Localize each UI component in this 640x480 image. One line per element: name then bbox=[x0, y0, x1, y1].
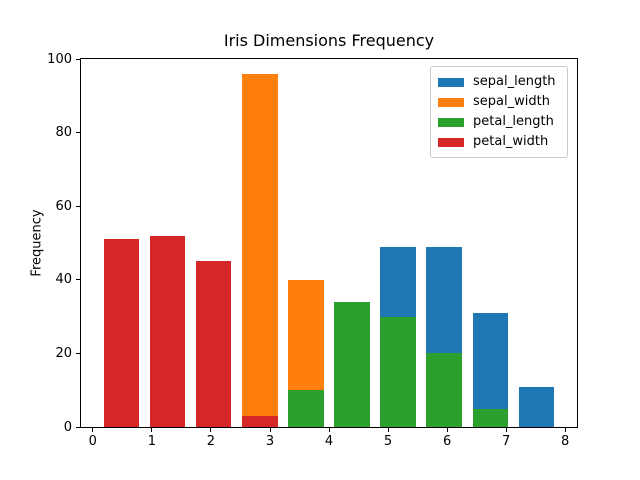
x-tick-mark bbox=[92, 428, 94, 432]
legend-swatch-icon bbox=[438, 77, 464, 87]
bar-petal_width-bin2 bbox=[150, 235, 186, 427]
y-tick-mark bbox=[76, 132, 80, 134]
bar-petal_width-bin3 bbox=[196, 261, 232, 427]
bar-petal_length-bin6 bbox=[334, 301, 370, 427]
y-axis-label: Frequency bbox=[29, 209, 45, 277]
x-tick-label: 6 bbox=[442, 434, 452, 449]
x-tick-mark bbox=[151, 428, 153, 432]
x-tick-mark bbox=[446, 428, 448, 432]
x-tick-label: 2 bbox=[206, 434, 216, 449]
legend-swatch-icon bbox=[438, 137, 464, 147]
x-tick-label: 3 bbox=[265, 434, 275, 449]
x-tick-label: 7 bbox=[501, 434, 511, 449]
x-tick-mark bbox=[505, 428, 507, 432]
y-tick-mark bbox=[76, 205, 80, 207]
y-tick-mark bbox=[76, 279, 80, 281]
x-tick-label: 5 bbox=[383, 434, 393, 449]
y-tick-label: 0 bbox=[63, 419, 72, 435]
y-tick-mark bbox=[76, 352, 80, 354]
x-tick-label: 1 bbox=[147, 434, 157, 449]
x-tick-mark bbox=[269, 428, 271, 432]
bar-sepal_width-bin4 bbox=[242, 73, 278, 427]
y-tick-label: 20 bbox=[55, 345, 72, 361]
bar-petal_length-bin8 bbox=[426, 353, 462, 427]
x-tick-mark bbox=[387, 428, 389, 432]
x-tick-mark bbox=[328, 428, 330, 432]
legend-label: petal_length bbox=[473, 114, 554, 129]
legend-label: petal_width bbox=[473, 134, 549, 149]
legend-item-petal_length: petal_length bbox=[438, 112, 567, 132]
y-tick-label: 40 bbox=[55, 272, 72, 288]
legend-label: sepal_length bbox=[473, 74, 556, 89]
bar-sepal_length-bin9 bbox=[472, 312, 508, 427]
bar-petal_length-bin7 bbox=[380, 316, 416, 427]
x-tick-label: 0 bbox=[88, 434, 97, 449]
bar-petal_length-bin5 bbox=[288, 390, 324, 427]
bar-petal_length-bin9 bbox=[472, 408, 508, 427]
bar-sepal_length-bin10 bbox=[518, 386, 554, 427]
legend-swatch-icon bbox=[438, 117, 464, 127]
y-tick-mark bbox=[76, 426, 80, 428]
x-tick-mark bbox=[564, 428, 566, 432]
y-tick-label: 60 bbox=[55, 198, 72, 214]
legend-item-sepal_width: sepal_width bbox=[438, 92, 567, 112]
bar-petal_width-bin1 bbox=[104, 239, 140, 427]
legend-label: sepal_width bbox=[473, 94, 550, 109]
legend-item-petal_width: petal_width bbox=[438, 132, 567, 152]
y-tick-label: 100 bbox=[47, 51, 72, 67]
bar-petal_width-bin4 bbox=[242, 416, 278, 427]
y-tick-mark bbox=[76, 58, 80, 60]
x-tick-mark bbox=[210, 428, 212, 432]
y-tick-label: 80 bbox=[55, 125, 72, 141]
x-tick-label: 8 bbox=[561, 434, 570, 449]
legend-swatch-icon bbox=[438, 97, 464, 107]
chart-title: Iris Dimensions Frequency bbox=[223, 31, 435, 50]
legend-item-sepal_length: sepal_length bbox=[438, 72, 567, 92]
x-tick-label: 4 bbox=[324, 434, 334, 449]
